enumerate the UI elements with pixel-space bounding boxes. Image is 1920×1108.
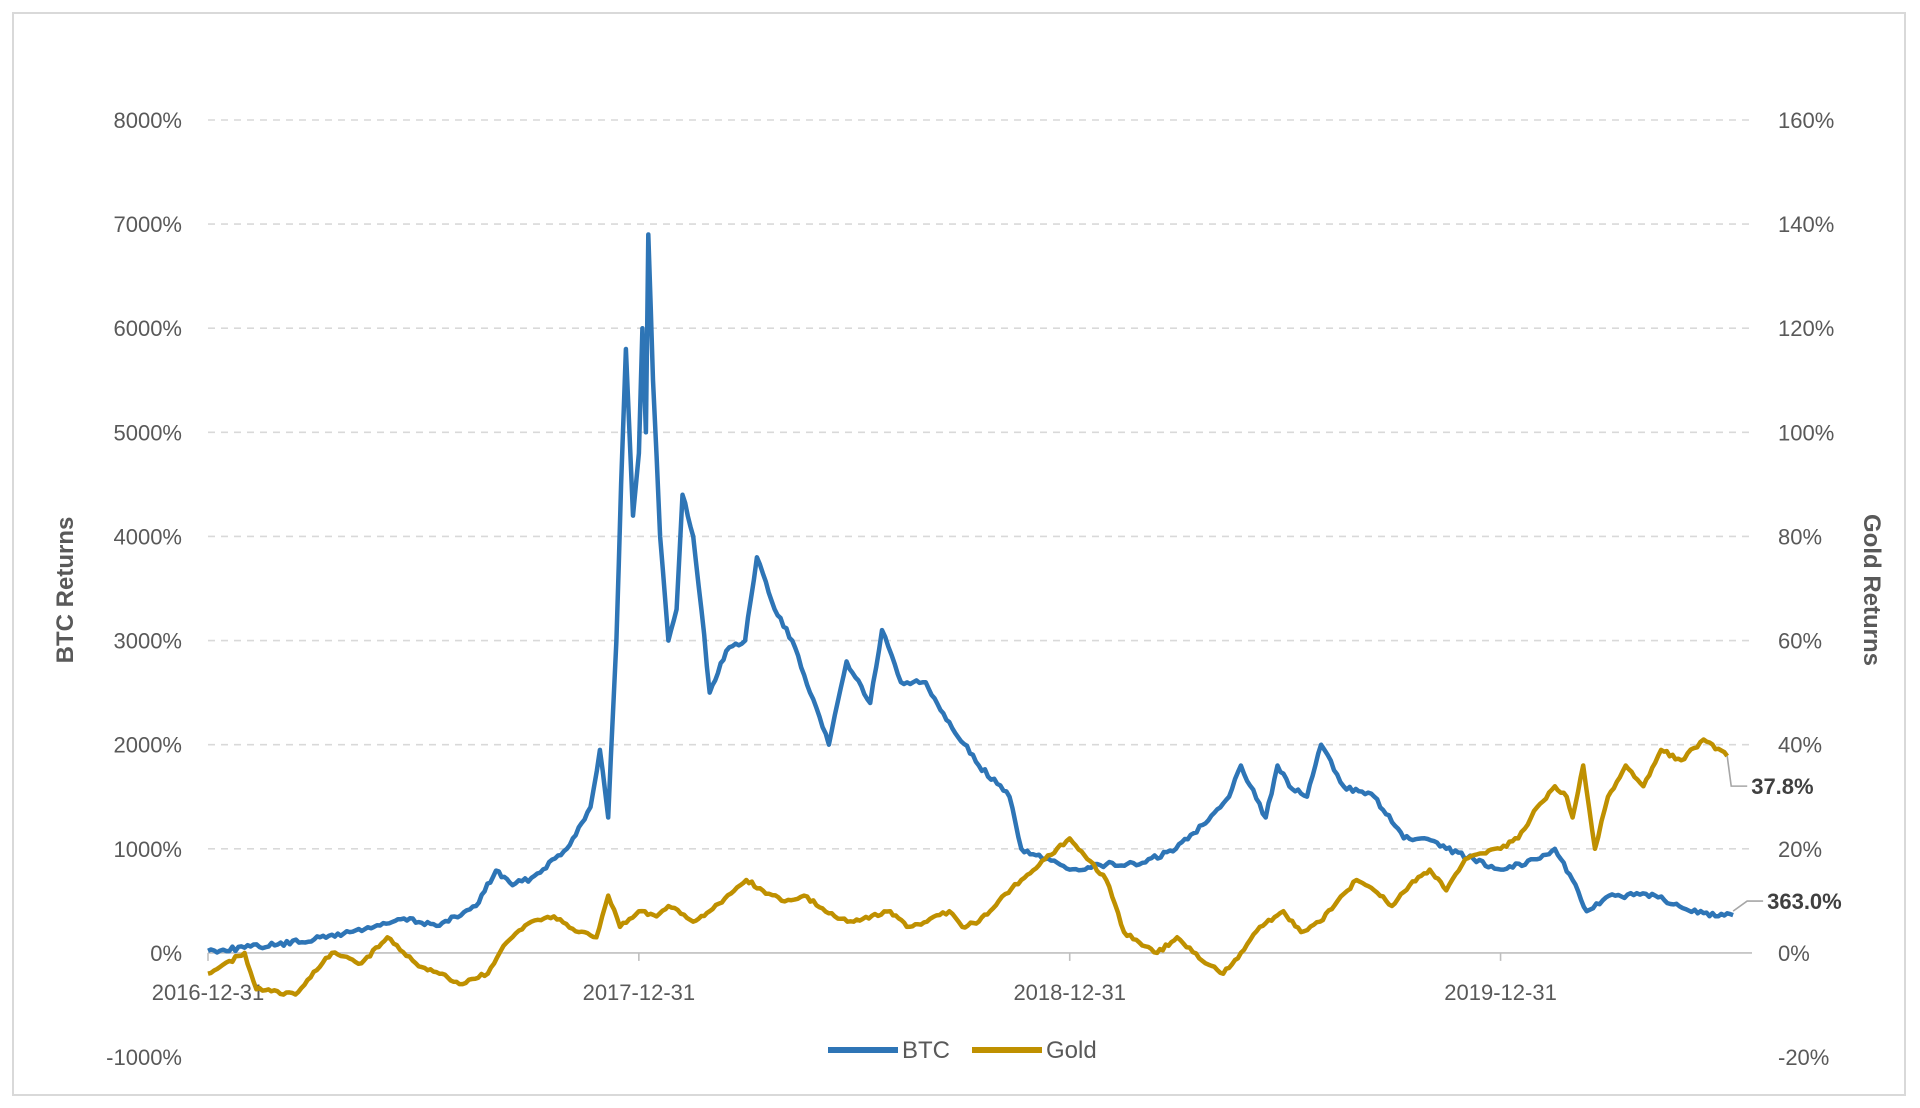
x-tick-label: 2017-12-31 — [583, 980, 696, 1005]
y2-tick-label: 120% — [1778, 316, 1834, 341]
btc-end-label: 363.0% — [1767, 889, 1842, 914]
y-tick-label: 6000% — [113, 316, 182, 341]
btc-end-leader — [1732, 900, 1764, 912]
y-tick-label: 7000% — [113, 212, 182, 237]
y2-tick-label: 80% — [1778, 524, 1822, 549]
y2-tick-label: 0% — [1778, 941, 1810, 966]
y-tick-label: 8000% — [113, 108, 182, 133]
x-tick-label: 2016-12-31 — [152, 980, 265, 1005]
y-tick-label: 3000% — [113, 629, 182, 654]
gold-end-label: 37.8% — [1751, 774, 1813, 799]
y-tick-label: 4000% — [113, 524, 182, 549]
y2-tick-label: 140% — [1778, 212, 1834, 237]
end-labels: 37.8% 363.0% — [1726, 756, 1842, 914]
legend: BTC Gold — [828, 1037, 1097, 1064]
y2-tick-label: 60% — [1778, 629, 1822, 654]
series-layer — [207, 232, 1734, 997]
y-tick-label: 0% — [150, 941, 182, 966]
y2-tick-label: 160% — [1778, 108, 1834, 133]
y-tick-label: 2000% — [113, 733, 182, 758]
y2-tick-label: 20% — [1778, 837, 1822, 862]
legend-label-btc: BTC — [902, 1037, 950, 1064]
grid-layer — [207, 119, 1752, 961]
tick-layer: 8000% 160% 7000% 140% 6000% 120% 5000% 100% 4000… — [106, 108, 1834, 1070]
legend-label-gold: Gold — [1046, 1037, 1097, 1064]
y2-tick-label: 40% — [1778, 733, 1822, 758]
y-tick-label: 5000% — [113, 420, 182, 445]
series-line-gold — [207, 737, 1730, 997]
y2-tick-label: -20% — [1778, 1045, 1829, 1070]
x-tick-label: 2018-12-31 — [1013, 980, 1126, 1005]
y-tick-label: -1000% — [106, 1045, 182, 1070]
gold-end-leader — [1726, 756, 1748, 787]
series-line-btc — [207, 232, 1734, 955]
y-axis-title: BTC Returns — [52, 517, 79, 664]
y2-axis-title: Gold Returns — [1858, 514, 1885, 666]
x-tick-label: 2019-12-31 — [1444, 980, 1557, 1005]
y2-tick-label: 100% — [1778, 420, 1834, 445]
y-tick-label: 1000% — [113, 837, 182, 862]
chart-frame — [12, 12, 1906, 1096]
